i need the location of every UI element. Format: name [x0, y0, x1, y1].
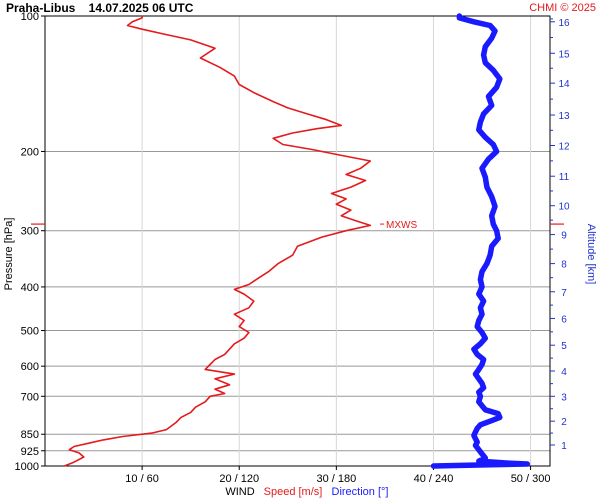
pressure-tick-label: 1000	[15, 461, 39, 473]
x-axis-label-speed: Speed [m/s]	[264, 486, 323, 498]
altitude-tick-label: 7	[561, 288, 567, 299]
plot-frame	[44, 15, 551, 467]
altitude-tick-label: 6	[561, 314, 567, 325]
altitude-tick-label: 13	[558, 111, 570, 122]
grid-layer	[45, 16, 550, 466]
y-axis-label: Pressure [hPa]	[3, 218, 15, 291]
x-axis-title: WIND	[225, 486, 254, 498]
altitude-tick-label: 2	[561, 417, 567, 428]
series-direction-line	[430, 13, 531, 469]
chart-title: Praha-Libus 14.07.2025 06 UTC	[6, 1, 194, 15]
altitude-tick-label: 12	[558, 142, 570, 153]
altitude-tick-label: 16	[558, 18, 570, 29]
speed-tick-label: 10 / 60	[125, 473, 159, 485]
speed-tick-label: 30 / 180	[316, 473, 356, 485]
series-layer	[64, 13, 531, 469]
pressure-tick-label: 100	[21, 11, 39, 23]
altitude-tick-label: 15	[558, 49, 570, 60]
pressure-tick-label: 200	[21, 146, 39, 158]
altitude-tick-label: 11	[559, 172, 570, 183]
x-axis-label-direction: Direction [°]	[332, 486, 389, 498]
speed-tick-label: 40 / 240	[414, 473, 454, 485]
altitude-tick-label: 9	[561, 231, 567, 242]
altitude-tick-label: 3	[561, 392, 567, 403]
series-speed-line	[64, 16, 372, 467]
pressure-tick-label: 600	[21, 361, 39, 373]
chart-credit: CHMI © 2025	[529, 2, 596, 14]
altitude-tick-label: 4	[561, 367, 567, 378]
pressure-tick-label: 925	[21, 446, 39, 458]
pressure-tick-label: 700	[21, 391, 39, 403]
annotation-layer: MXWS	[31, 220, 564, 231]
pressure-tick-label: 500	[21, 326, 39, 338]
pressure-tick-label: 850	[21, 429, 39, 441]
pressure-tick-label: 300	[21, 226, 39, 238]
altitude-axis-label: Altitude [km]	[585, 224, 597, 285]
altitude-tick-label: 10	[558, 202, 570, 213]
altitude-tick-label: 5	[561, 341, 567, 352]
pressure-tick-label: 400	[21, 282, 39, 294]
altitude-tick-label: 14	[558, 79, 570, 90]
altitude-tick-label: 8	[561, 260, 567, 271]
speed-tick-label: 50 / 300	[511, 473, 551, 485]
mxws-label: MXWS	[386, 220, 417, 231]
altitude-tick-label: 1	[561, 441, 567, 452]
speed-tick-label: 20 / 120	[219, 473, 259, 485]
